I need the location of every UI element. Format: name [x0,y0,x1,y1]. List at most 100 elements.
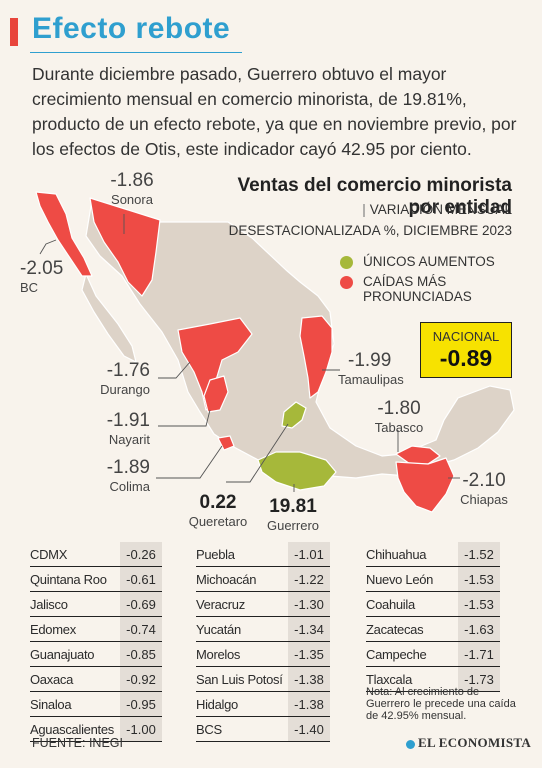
leader-queretaro [226,423,289,483]
annotation-guerrero: 19.81 Guerrero [258,496,328,533]
entity-value: -1.22 [288,567,330,591]
entity-value: -0.26 [120,542,162,566]
legend-subtitle: | VARIACIÓN MENSUAL DESESTACIONALIZADA %,… [196,199,512,241]
entity-value: -1.38 [288,692,330,716]
legend-item-red: CAÍDAS MÁS PRONUNCIADAS [340,274,472,304]
legend-item-green: ÚNICOS AUMENTOS [340,254,495,269]
annotation-tamaulipas-name: Tamaulipas [338,372,404,387]
entity-name: Quintana Roo [30,571,107,587]
entity-value: -0.95 [120,692,162,716]
lede-paragraph: Durante diciembre pasado, Guerrero obtuv… [32,64,517,159]
annotation-chiapas: -2.10 Chiapas [452,470,516,507]
entity-value: -0.85 [120,642,162,666]
annotation-tabasco-name: Tabasco [374,420,424,435]
entity-value: -1.73 [458,667,500,691]
nacional-label: NACIONAL [432,329,500,344]
leader-durango [158,361,191,379]
map-state-tamaulipas [299,315,333,399]
table-column-1: CDMX -0.26 Quintana Roo -0.61 Jalisco -0.69… [30,542,162,742]
annotation-queretaro-value: 0.22 [199,492,237,513]
table-row: Michoacán -1.22 [196,567,330,592]
table-row: Yucatán -1.34 [196,617,330,642]
source-credit: FUENTE: INEGI [32,736,123,750]
entity-name: Yucatán [196,621,241,637]
table-row: Oaxaca -0.92 [30,667,162,692]
table-row: CDMX -0.26 [30,542,162,567]
title-accent-bar [10,18,18,46]
legend-red-label-line2: PRONUNCIADAS [363,289,472,304]
map-state-guerrero [257,451,337,491]
entity-name: CDMX [30,546,68,562]
entity-value: -1.35 [288,642,330,666]
table-row: Jalisco -0.69 [30,592,162,617]
entity-name: Michoacán [196,571,257,587]
table-row: Chihuahua -1.52 [366,542,500,567]
table-row: Nuevo León -1.53 [366,567,500,592]
entity-value: -1.38 [288,667,330,691]
entity-name: Edomex [30,621,76,637]
annotation-bc-value: -2.05 [20,258,64,279]
annotation-chiapas-name: Chiapas [460,492,508,507]
annotation-tabasco-value: -1.80 [377,398,421,419]
entity-value: -1.30 [288,592,330,616]
legend-red-label-line1: CAÍDAS MÁS [363,274,447,289]
map-state-bc [35,191,93,277]
map-state-nayarit [203,375,229,413]
table-row: Coahuila -1.53 [366,592,500,617]
entity-value: -1.71 [458,642,500,666]
annotation-colima-value: -1.89 [106,457,150,478]
table-row: San Luis Potosí -1.38 [196,667,330,692]
annotation-nayarit: -1.91 Nayarit [82,410,150,447]
entity-name: Sinaloa [30,696,72,712]
annotation-bc: -2.05 BC [20,258,63,295]
legend-title: Ventas del comercio minorista por entida… [237,175,512,218]
entity-name: Zacatecas [366,621,424,637]
entity-value: -1.40 [288,717,330,741]
entity-name: Jalisco [30,596,68,612]
entity-value: -0.74 [120,617,162,641]
leader-bc [39,239,57,255]
annotation-bc-name: BC [20,280,39,295]
annotation-nayarit-value: -1.91 [106,410,150,431]
map-state-bcs [81,273,137,363]
table-row: Aguascalientes -1.00 [30,717,162,742]
entity-value: -1.53 [458,567,500,591]
table-row: Tlaxcala -1.73 [366,667,500,692]
annotation-durango-value: -1.76 [106,360,150,381]
leader-nayarit [158,409,211,427]
entity-value: -1.53 [458,592,500,616]
entity-value: -1.34 [288,617,330,641]
table-row: Sinaloa -0.95 [30,692,162,717]
table-column-3: Chihuahua -1.52 Nuevo León -1.53 Coahuila -… [366,542,500,692]
entity-name: Oaxaca [30,671,74,687]
annotation-guerrero-name: Guerrero [266,518,320,533]
entity-name: Campeche [366,646,427,662]
entity-value: -1.00 [120,717,162,741]
table-row: Campeche -1.71 [366,642,500,667]
entity-name: Coahuila [366,596,415,612]
table-row: Edomex -0.74 [30,617,162,642]
page-title: Efecto rebote [32,12,231,45]
table-row: Veracruz -1.30 [196,592,330,617]
entity-name: BCS [196,721,222,737]
table-row: Puebla -1.01 [196,542,330,567]
legend-green-dot [340,256,353,269]
annotation-queretaro: 0.22 Queretaro [180,492,256,529]
nacional-box: NACIONAL -0.89 [420,322,512,378]
map-state-chiapas [395,457,455,513]
entity-name: Tlaxcala [366,671,413,687]
entity-value: -0.92 [120,667,162,691]
map-state-queretaro [281,401,307,429]
legend-green-label: ÚNICOS AUMENTOS [363,254,495,269]
entity-name: Veracruz [196,596,245,612]
nacional-value: -0.89 [439,345,493,371]
leader-colima [156,445,223,479]
legend-separator: | [362,202,366,217]
annotation-colima: -1.89 Colima [82,457,150,494]
brand-name: EL ECONOMISTA [418,735,532,750]
entity-value: -1.52 [458,542,500,566]
annotation-nayarit-name: Nayarit [108,432,150,447]
annotation-durango: -1.76 Durango [82,360,150,397]
entity-value: -0.69 [120,592,162,616]
entity-value: -1.01 [288,542,330,566]
